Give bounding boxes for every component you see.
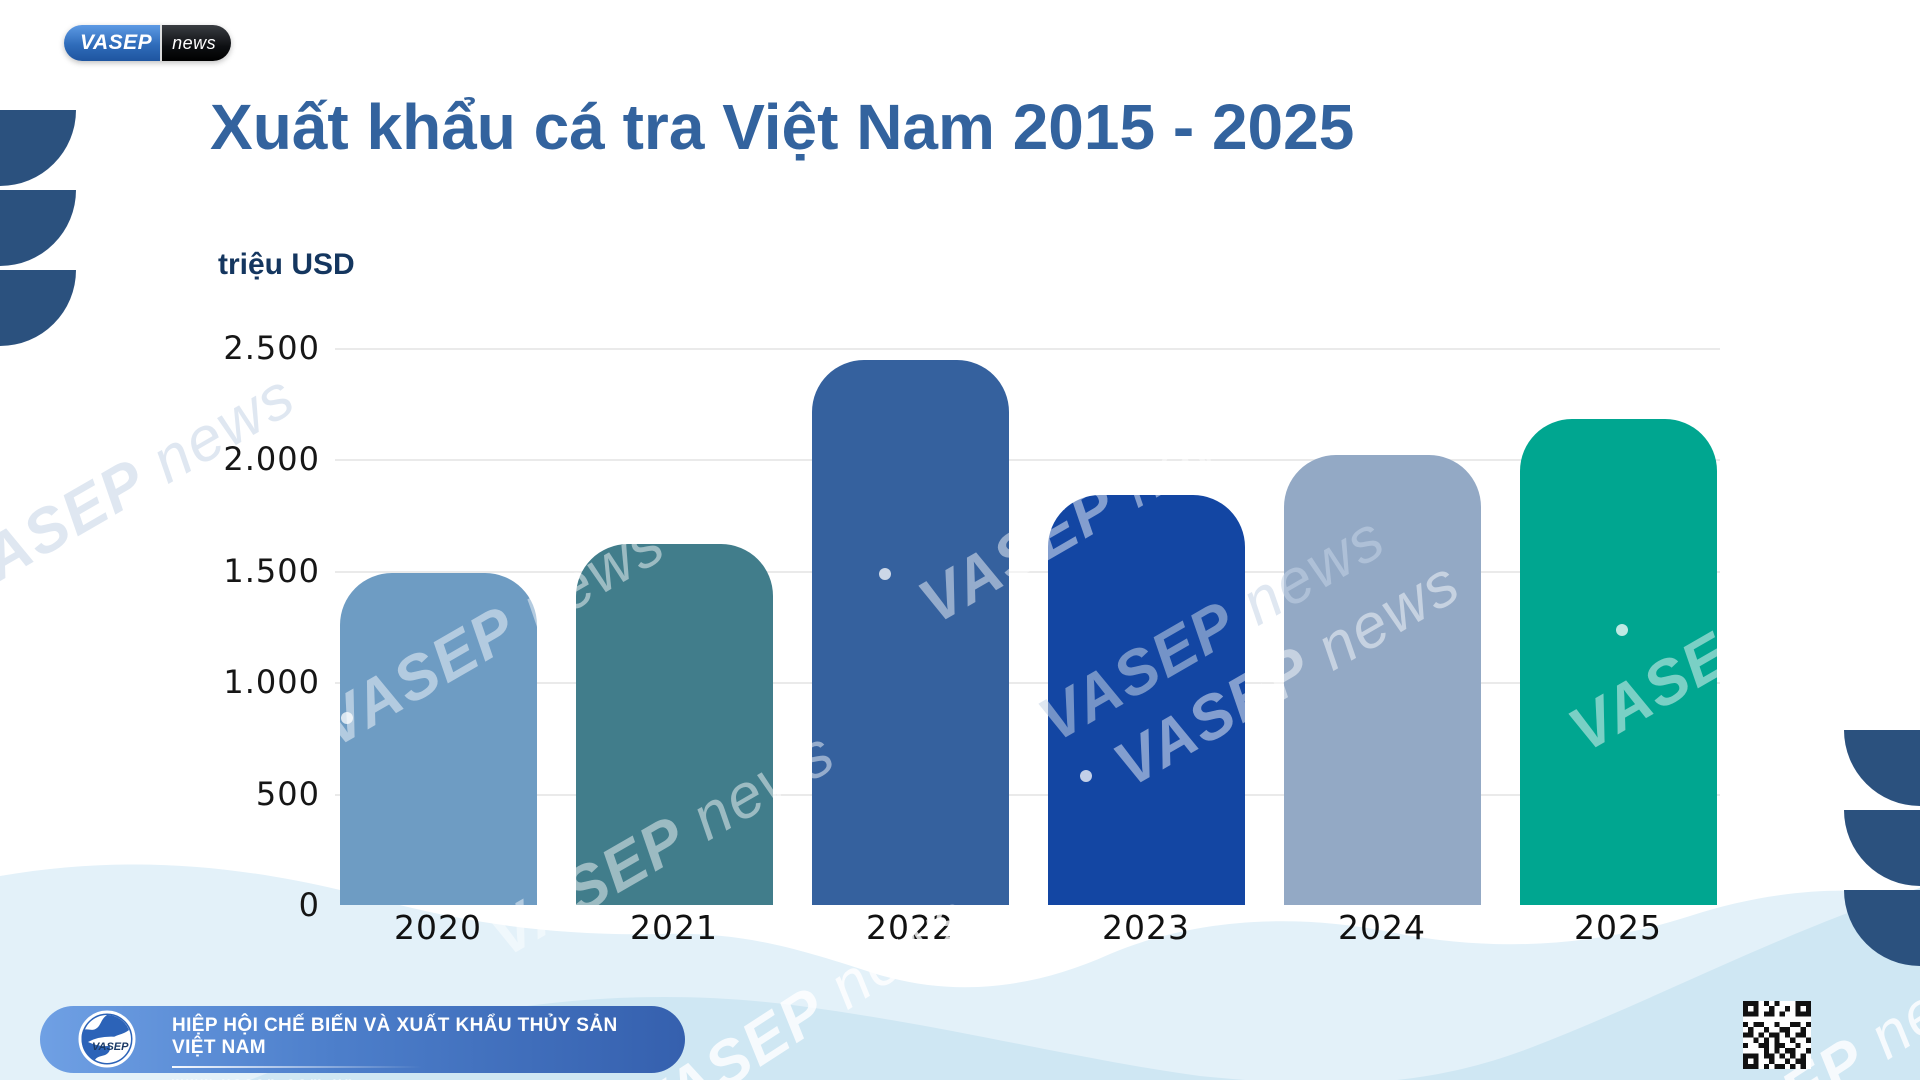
decor-dot bbox=[1616, 624, 1628, 636]
decor-dot bbox=[879, 568, 891, 580]
vasep-logo-suffix: news bbox=[172, 32, 217, 53]
y-tick-500: 500 bbox=[255, 774, 320, 813]
decor-dot bbox=[1080, 770, 1092, 782]
bar-chart bbox=[335, 348, 1720, 905]
footer-divider bbox=[172, 1066, 422, 1068]
bar-2020 bbox=[339, 573, 537, 905]
vasep-logo-brand: VASEP bbox=[80, 31, 153, 54]
y-tick-2000: 2.000 bbox=[223, 440, 320, 479]
bar-2025 bbox=[1519, 419, 1717, 905]
bar-2022 bbox=[811, 360, 1009, 905]
bar-2021 bbox=[575, 544, 773, 905]
y-tick-1500: 1.500 bbox=[223, 551, 320, 590]
decor-dot bbox=[341, 712, 353, 724]
page-title: Xuất khẩu cá tra Việt Nam 2015 - 2025 bbox=[210, 91, 1355, 163]
x-tick-2022: 2022 bbox=[866, 908, 954, 947]
x-tick-2021: 2021 bbox=[630, 908, 718, 947]
vasep-logo-left: VASEP bbox=[64, 25, 161, 61]
gridline-1000 bbox=[335, 682, 1720, 685]
gridline-2000 bbox=[335, 459, 1720, 462]
x-tick-2023: 2023 bbox=[1102, 908, 1190, 947]
gridline-1500 bbox=[335, 570, 1720, 573]
qr-code bbox=[1743, 1001, 1811, 1069]
svg-text:VASEP: VASEP bbox=[92, 1041, 129, 1053]
bar-2023 bbox=[1047, 495, 1245, 905]
footer-association-name: HIỆP HỘI CHẾ BIẾN VÀ XUẤT KHẨU THỦY SẢN … bbox=[172, 1015, 618, 1058]
footer-website-url: www.vasep.com.vn bbox=[172, 1074, 652, 1080]
footer-banner: VASEP HIỆP HỘI CHẾ BIẾN VÀ XUẤT KHẨU THỦ… bbox=[40, 1006, 685, 1080]
vasep-logo-right: news bbox=[160, 25, 232, 61]
x-tick-2025: 2025 bbox=[1574, 908, 1662, 947]
decor-dot bbox=[1418, 426, 1430, 438]
vasep-globe-logo: VASEP bbox=[78, 1010, 136, 1068]
x-tick-2024: 2024 bbox=[1338, 908, 1426, 947]
y-axis-unit-label: triệu USD bbox=[218, 248, 355, 281]
y-tick-2500: 2.500 bbox=[223, 329, 320, 367]
y-tick-0: 0 bbox=[298, 886, 320, 924]
vasep-news-logo: VASEP news bbox=[64, 25, 232, 61]
gridline-500 bbox=[335, 793, 1720, 796]
y-tick-1000: 1.000 bbox=[223, 663, 320, 702]
bar-2024 bbox=[1283, 455, 1481, 905]
gridline-2500 bbox=[335, 348, 1720, 350]
decor-dot bbox=[539, 909, 551, 921]
x-tick-2020: 2020 bbox=[394, 908, 482, 947]
